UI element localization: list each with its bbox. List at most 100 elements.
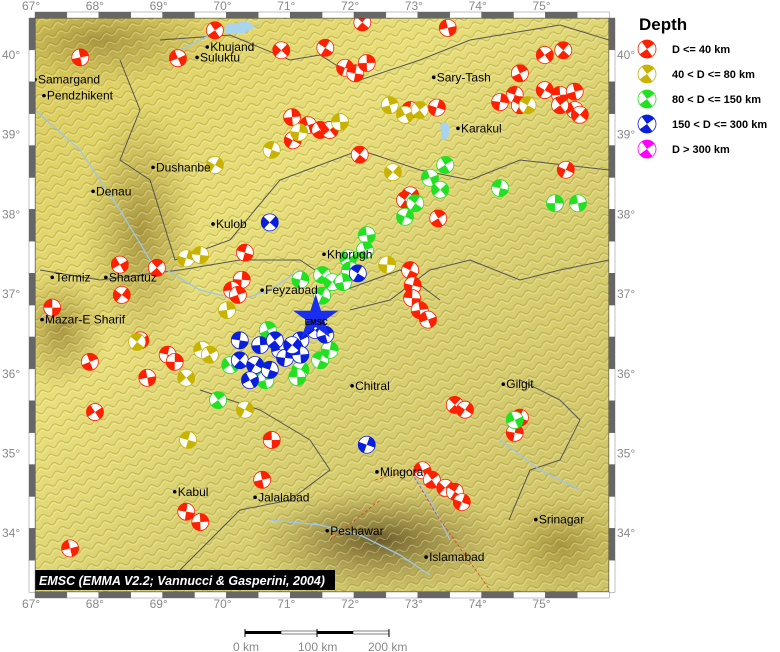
focal-mechanism-g[interactable] bbox=[320, 340, 339, 359]
focal-mechanism-r[interactable] bbox=[262, 431, 281, 449]
focal-mechanism-g[interactable] bbox=[491, 179, 510, 197]
focal-mechanism-g[interactable] bbox=[396, 207, 414, 226]
focal-mechanism-g[interactable] bbox=[209, 391, 228, 410]
focal-mechanism-r[interactable] bbox=[236, 243, 254, 262]
focal-mechanism-r[interactable] bbox=[570, 105, 589, 124]
focal-mechanism-y[interactable] bbox=[384, 163, 402, 182]
focal-mechanism-g[interactable] bbox=[569, 194, 587, 213]
focal-mechanism-r[interactable] bbox=[429, 209, 448, 228]
focal-mechanism-b[interactable] bbox=[260, 360, 279, 379]
focal-mechanism-r[interactable] bbox=[112, 285, 131, 304]
focal-mechanism-r[interactable] bbox=[401, 261, 420, 280]
focal-mechanism-g[interactable] bbox=[334, 273, 353, 292]
focal-mechanism-r[interactable] bbox=[43, 298, 62, 317]
focal-mechanism-r[interactable] bbox=[403, 276, 422, 295]
focal-mechanism-r[interactable] bbox=[554, 41, 573, 60]
focal-mechanism-g[interactable] bbox=[291, 270, 310, 289]
focal-mechanism-b[interactable] bbox=[265, 331, 284, 350]
focal-mechanism-r[interactable] bbox=[206, 21, 224, 40]
focal-mechanism-y[interactable] bbox=[200, 345, 219, 364]
city-label: Gilgit bbox=[506, 377, 534, 391]
focal-mechanism-y[interactable] bbox=[177, 368, 196, 387]
focal-mechanism-r[interactable] bbox=[86, 403, 104, 421]
focal-mechanism-r[interactable] bbox=[110, 255, 129, 274]
focal-mechanism-r[interactable] bbox=[452, 493, 471, 512]
focal-mechanism-g[interactable] bbox=[355, 241, 374, 260]
focal-mechanism-r[interactable] bbox=[510, 64, 529, 83]
focal-mechanism-r[interactable] bbox=[169, 49, 187, 68]
focal-mechanism-g[interactable] bbox=[406, 194, 425, 213]
focal-mechanism-r[interactable] bbox=[456, 400, 474, 419]
focal-mechanism-y[interactable] bbox=[331, 113, 349, 131]
lon-tick-top: 73° bbox=[405, 0, 423, 13]
focal-mechanism-y[interactable] bbox=[380, 96, 399, 115]
focal-mechanism-y[interactable] bbox=[179, 431, 198, 449]
focal-mechanism-y[interactable] bbox=[378, 255, 397, 274]
focal-mechanism-r[interactable] bbox=[438, 19, 457, 37]
focal-mechanism-g[interactable] bbox=[505, 411, 524, 429]
focal-mechanism-b[interactable] bbox=[357, 435, 376, 454]
focal-mechanism-r[interactable] bbox=[428, 98, 446, 117]
focal-mechanism-r[interactable] bbox=[491, 93, 510, 111]
focal-mechanism-b[interactable] bbox=[230, 331, 249, 350]
credit-text: EMSC (EMMA V2.2; Vannucci & Gasperini, 2… bbox=[39, 574, 325, 588]
lat-tick-left: 39° bbox=[2, 128, 20, 142]
focal-mechanism-r[interactable] bbox=[177, 502, 196, 521]
focal-mechanism-g[interactable] bbox=[313, 286, 332, 305]
focal-mechanism-y[interactable] bbox=[206, 156, 224, 174]
focal-mechanism-r[interactable] bbox=[535, 81, 554, 99]
focal-mechanism-g[interactable] bbox=[357, 226, 376, 245]
focal-mechanism-y[interactable] bbox=[396, 105, 414, 124]
focal-mechanism-r[interactable] bbox=[353, 14, 372, 32]
focal-mechanism-y[interactable] bbox=[262, 140, 281, 159]
focal-mechanism-b[interactable] bbox=[260, 213, 279, 232]
focal-mechanism-r[interactable] bbox=[535, 46, 554, 64]
city: Jalalabad bbox=[253, 490, 309, 504]
focal-mechanism-g[interactable] bbox=[288, 368, 307, 386]
focal-mechanism-r[interactable] bbox=[80, 352, 99, 371]
focal-mechanism-g[interactable] bbox=[431, 180, 450, 199]
focal-mechanism-b[interactable] bbox=[241, 371, 259, 390]
focal-mechanism-y[interactable] bbox=[128, 333, 146, 351]
focal-mechanism-r[interactable] bbox=[350, 145, 369, 164]
focal-mechanism-r[interactable] bbox=[316, 38, 335, 57]
focal-mechanism-r[interactable] bbox=[191, 513, 210, 531]
city: Kabul bbox=[172, 485, 208, 499]
focal-mechanism-y[interactable] bbox=[518, 96, 537, 115]
focal-mechanism-g[interactable] bbox=[546, 194, 564, 213]
focal-mechanism-r[interactable] bbox=[357, 54, 376, 72]
focal-mechanism-r[interactable] bbox=[565, 82, 584, 101]
focal-mechanism-r[interactable] bbox=[272, 41, 291, 60]
axis-ticks: 67° 67° 68° 68° 69° 69° 70° 70° 71° 71° 72° 72° 73° 7… bbox=[2, 0, 635, 611]
focal-mechanism-r[interactable] bbox=[228, 285, 247, 304]
focal-mechanism-r[interactable] bbox=[71, 48, 90, 67]
fault-lines bbox=[329, 469, 491, 591]
city: Karakul bbox=[456, 121, 502, 135]
focal-mechanism-b[interactable] bbox=[230, 351, 249, 370]
focal-mechanism-r[interactable] bbox=[147, 258, 166, 277]
focal-mechanism-r[interactable] bbox=[61, 539, 79, 558]
focal-mechanism-r[interactable] bbox=[283, 108, 302, 127]
focal-mechanism-r[interactable] bbox=[346, 64, 365, 83]
focal-mechanism-g[interactable] bbox=[436, 156, 455, 174]
focal-mechanism-r[interactable] bbox=[165, 352, 184, 371]
focal-mechanism-y[interactable] bbox=[218, 301, 236, 319]
focal-mechanism-r[interactable] bbox=[419, 310, 437, 329]
focal-mechanism-y[interactable] bbox=[410, 101, 429, 119]
city-dot bbox=[424, 555, 428, 559]
focal-mechanism-y[interactable] bbox=[290, 123, 309, 142]
city: Gilgit bbox=[501, 377, 534, 391]
city-label: Termiz bbox=[55, 270, 90, 284]
focal-mechanism-r[interactable] bbox=[556, 160, 575, 179]
focal-mechanism-r[interactable] bbox=[422, 470, 441, 489]
focal-mechanism-r[interactable] bbox=[551, 96, 569, 115]
focal-mechanism-r[interactable] bbox=[138, 368, 157, 387]
focal-mechanism-b[interactable] bbox=[283, 336, 302, 355]
focal-mechanism-y[interactable] bbox=[236, 400, 254, 419]
city-label: Srinagar bbox=[539, 513, 584, 527]
focal-mechanism-r[interactable] bbox=[253, 470, 272, 489]
focal-mechanism-b[interactable] bbox=[348, 264, 367, 283]
focal-mechanism-r[interactable] bbox=[505, 423, 524, 442]
epicenter-marker[interactable]: EMSC bbox=[292, 294, 339, 338]
focal-mechanism-y[interactable] bbox=[191, 246, 210, 264]
